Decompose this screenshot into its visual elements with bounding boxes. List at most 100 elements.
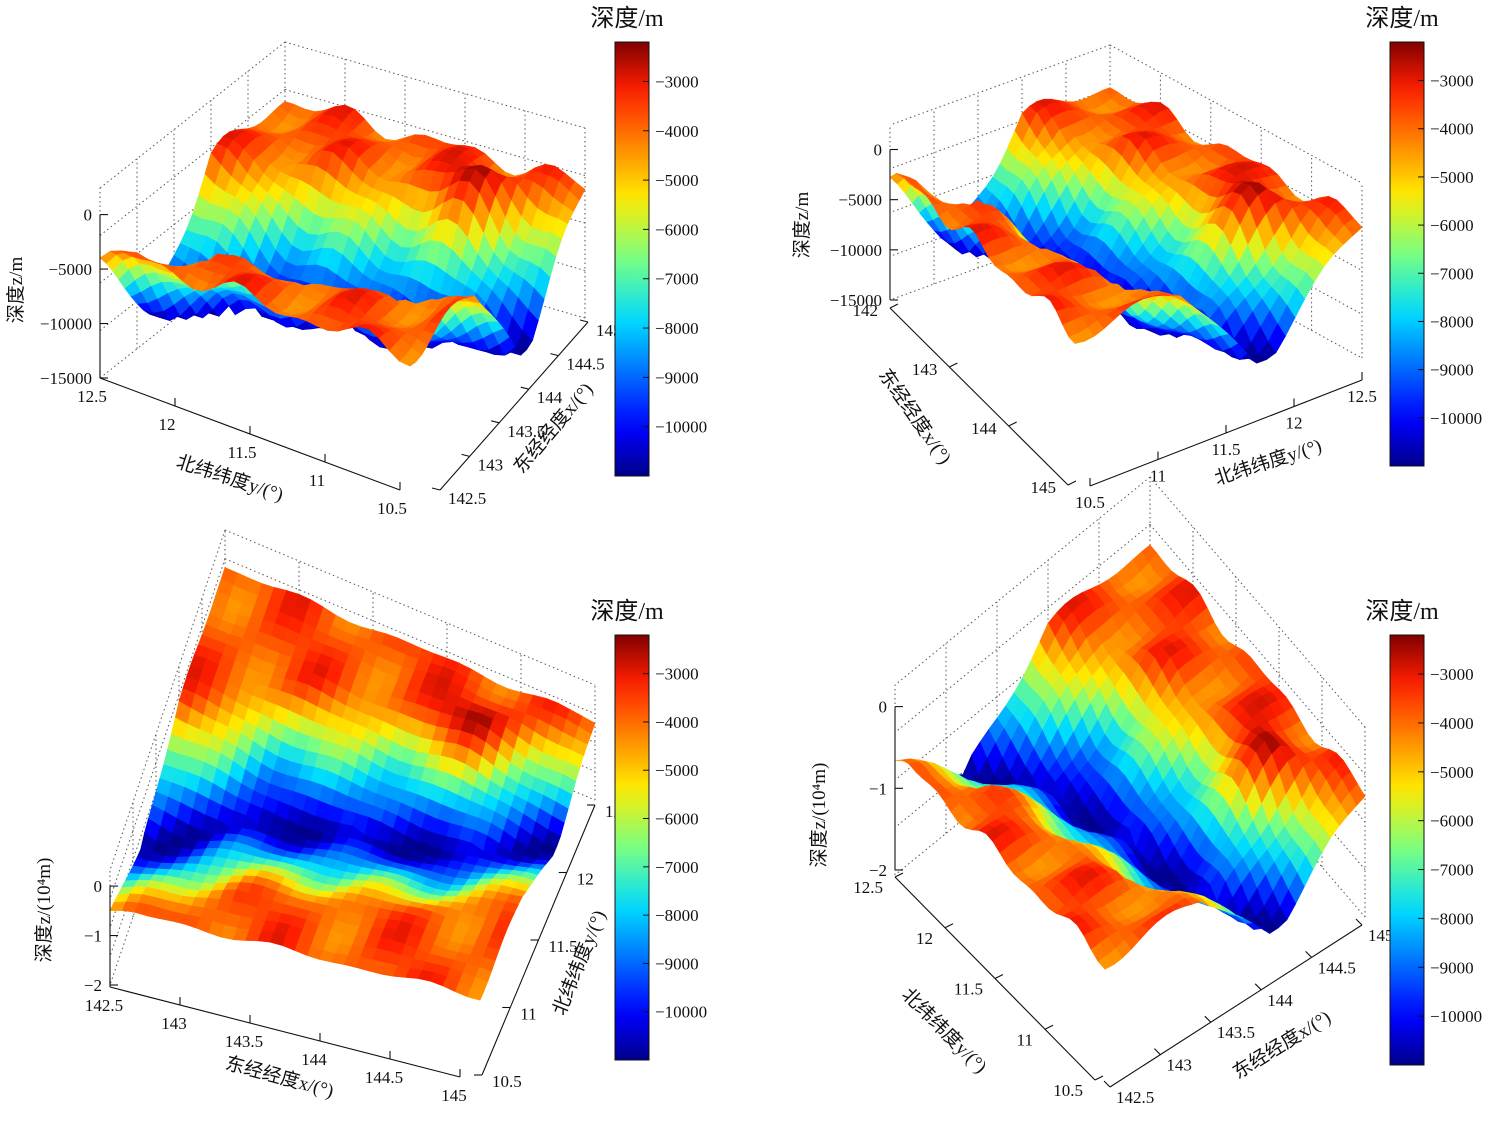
colorbar-gradient — [614, 634, 650, 1061]
z-tick-label: −5000 — [48, 260, 92, 279]
axis-tick — [550, 353, 559, 357]
z-tick-label: 0 — [94, 877, 103, 896]
colorbar-tick-label: −6000 — [1430, 216, 1474, 235]
axis-tick-label: 143.5 — [1217, 1023, 1255, 1042]
colorbar-tick-label: −8000 — [655, 319, 699, 338]
grid-line — [889, 88, 1111, 170]
box-edge — [1149, 476, 1366, 728]
colorbar-tick-label: −6000 — [655, 220, 699, 239]
colorbar-tick-label: −6000 — [655, 810, 699, 829]
axis-tick-label: 145 — [441, 1086, 467, 1105]
box-edge — [99, 41, 286, 189]
axis-tick — [889, 303, 899, 309]
axis-tick-label: 12 — [159, 415, 176, 434]
colorbar-tick-label: −8000 — [1430, 312, 1474, 331]
z-tick-label: −15000 — [830, 291, 882, 310]
axis-tick — [1008, 421, 1017, 427]
colorbar-tick-label: −9000 — [655, 954, 699, 973]
z-axis-label: 深度z/(10⁴m) — [33, 858, 55, 963]
x-axis-line — [1109, 924, 1363, 1088]
box-edge — [1109, 219, 1363, 359]
x-axis-line — [439, 321, 589, 491]
axis-tick — [894, 872, 904, 878]
y-axis-label: 北纬纬度y/(°) — [548, 907, 610, 1018]
axis-tick-label: 11 — [520, 1005, 536, 1024]
z-axis: 0 −5000 −10000 −15000 深度z/m — [5, 206, 108, 388]
panel-4: 0 −1 −2 深度z/(10⁴m) 12.5 12 11.5 11 10.5 北纬纬度y/(°)… — [750, 476, 1500, 1130]
colorbar-tick-label: −7000 — [655, 858, 699, 877]
axis-tick-label: 142.5 — [85, 996, 123, 1015]
axis-tick — [1154, 1048, 1161, 1055]
box-edge — [224, 529, 596, 686]
axis-tick-label: 10.5 — [492, 1072, 522, 1091]
z-tick-label: −1 — [869, 779, 887, 798]
axis-tick — [994, 974, 1004, 979]
box-edge — [889, 44, 1111, 126]
z-tick-label: 0 — [874, 141, 883, 160]
z-tick-label: −2 — [869, 861, 887, 880]
axis-tick-label: 144 — [1267, 991, 1293, 1010]
axis-tick-label: 11.5 — [549, 937, 578, 956]
colorbar-tick-label: −4000 — [1430, 714, 1474, 733]
axis-tick — [579, 319, 589, 323]
axis-tick-label: 12.5 — [77, 387, 107, 406]
colorbar-tick-label: −8000 — [1430, 909, 1474, 928]
z-axis-label: 深度z/m — [791, 192, 813, 259]
axis-tick — [1044, 1024, 1054, 1030]
axis-tick — [461, 453, 470, 457]
axis-tick-label: 10.5 — [1053, 1081, 1083, 1100]
x-axis: 142.5 143 143.5 144 144.5 145 东经经度x/(°) — [1103, 918, 1394, 1107]
axis-tick — [1094, 1075, 1104, 1081]
colorbar-tick-label: −10000 — [655, 418, 707, 437]
axis-tick-label: 12 — [1286, 414, 1303, 433]
grid-line — [1149, 524, 1366, 775]
depth-surface — [889, 87, 1363, 364]
axis-tick-label: 12 — [916, 929, 933, 948]
x-axis-line — [889, 307, 1069, 486]
axis-tick — [1254, 983, 1262, 991]
colorbar: 深度/m −3000 −4000 −5000 −6000 −7000 −8000 −9000 −… — [1365, 5, 1482, 467]
x-axis-label: 东经经度x/(°) — [874, 365, 956, 469]
colorbar-tick-label: −9000 — [1430, 361, 1474, 380]
colorbar-tick-label: −3000 — [655, 72, 699, 91]
axis-tick-label: 144 — [971, 419, 997, 438]
colorbar-tick-label: −5000 — [1430, 763, 1474, 782]
colorbar-tick-label: −5000 — [655, 761, 699, 780]
axis-tick-label: 10.5 — [377, 499, 407, 518]
axis-tick-label: 11 — [1017, 1030, 1033, 1049]
depth-surface — [894, 544, 1366, 970]
colorbar-tick-label: −5000 — [655, 171, 699, 190]
colorbar: 深度/m −3000 −4000 −5000 −6000 −7000 −8000 −9000 −… — [590, 598, 707, 1061]
axis-tick-label: 12.5 — [853, 878, 883, 897]
box-edge — [1109, 44, 1363, 184]
axis-tick — [520, 386, 529, 390]
colorbar-title: 深度/m — [590, 598, 664, 625]
colorbar-title: 深度/m — [1365, 598, 1439, 625]
axis-tick-label: 11 — [309, 471, 325, 490]
axis-tick — [431, 487, 441, 491]
grid-line — [99, 136, 286, 284]
colorbar-tick-label: −7000 — [655, 270, 699, 289]
colorbar-tick-label: −10000 — [655, 1003, 707, 1022]
z-tick-label: −1 — [84, 927, 102, 946]
axis-tick — [1067, 480, 1077, 486]
z-axis: 0 −1 −2 深度z/(10⁴m) — [808, 698, 903, 880]
axis-tick-label: 145 — [1368, 926, 1394, 945]
colorbar-tick-label: −9000 — [1430, 958, 1474, 977]
z-tick-label: −5000 — [838, 191, 882, 210]
axis-tick-label: 12 — [577, 870, 594, 889]
surface-cell — [399, 355, 417, 367]
axis-tick-label: 11.5 — [227, 443, 256, 462]
axis-tick — [1103, 1080, 1111, 1088]
axis-tick-label: 143 — [1166, 1056, 1192, 1075]
axis-tick-label: 142 — [853, 301, 879, 320]
colorbar-tick-label: −10000 — [1430, 1007, 1482, 1026]
grid-line — [99, 89, 286, 236]
z-tick-label: 0 — [879, 698, 888, 717]
colorbar-gradient — [1389, 634, 1425, 1066]
depth-surface — [99, 101, 586, 367]
z-axis-label: 深度z/(10⁴m) — [808, 763, 830, 868]
box-edge — [894, 476, 1151, 686]
panel-3: 0 −1 −2 深度z/(10⁴m) 142.5 143 143.5 144 144.5 145 东… — [0, 529, 750, 1130]
z-tick-label: −15000 — [40, 369, 92, 388]
